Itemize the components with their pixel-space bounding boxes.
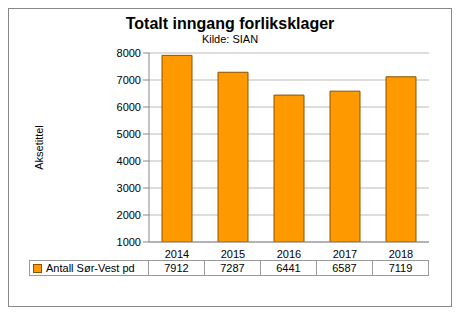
html-text:7119: 7119 xyxy=(388,262,413,274)
svg-text:3000: 3000 xyxy=(117,182,141,194)
html-text:7287: 7287 xyxy=(220,262,245,274)
svg-text:6000: 6000 xyxy=(117,101,141,113)
svg-text:2000: 2000 xyxy=(117,209,141,221)
html-text:Totalt inngang forliksklager: Totalt inngang forliksklager xyxy=(125,15,335,32)
html-text:Antall Sør-Vest pd: Antall Sør-Vest pd xyxy=(46,262,135,274)
html-text:6587: 6587 xyxy=(332,262,357,274)
svg-text:5000: 5000 xyxy=(117,128,141,140)
svg-text:8000: 8000 xyxy=(117,47,141,59)
svg-text:7000: 7000 xyxy=(117,74,141,86)
svg-text:Aksetittel: Aksetittel xyxy=(33,125,45,170)
svg-text:2014: 2014 xyxy=(165,248,189,260)
svg-text:4000: 4000 xyxy=(117,155,141,167)
svg-text:2016: 2016 xyxy=(277,248,301,260)
html-text:7912: 7912 xyxy=(164,262,189,274)
svg-text:2015: 2015 xyxy=(221,248,245,260)
svg-text:2017: 2017 xyxy=(333,248,357,260)
svg-text:2018: 2018 xyxy=(389,248,413,260)
svg-text:1000: 1000 xyxy=(117,236,141,248)
html-text:6441: 6441 xyxy=(276,262,301,274)
html-text:Kilde: SIAN: Kilde: SIAN xyxy=(201,33,259,45)
